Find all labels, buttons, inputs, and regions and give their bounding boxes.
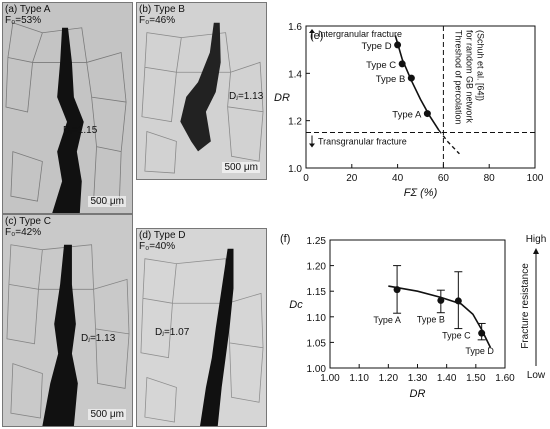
panel-f-label: (f) [280,233,290,245]
micrograph-a-texture [3,3,132,213]
panel-f-point-label: Type D [465,346,494,356]
panel-e-point-label: Type A [392,110,422,121]
panel-f-ytick-label: 1.25 [307,236,327,247]
micrograph-b-scalebar: 500 μm [222,162,260,173]
panel-f-point-label: Type A [373,315,401,325]
panel-e-xtick-label: 0 [303,173,309,184]
panel-e-xlabel: FΣ (%) [404,187,438,199]
panel-f-point [393,286,401,294]
micrograph-d-dc: Dⱼ=1.07 [155,327,190,338]
panel-e-point-label: Type B [376,74,406,85]
panel-e-point [398,60,406,68]
panel-f-ytick-label: 1.05 [307,338,327,349]
panel-f-xtick-label: 1.50 [466,373,486,384]
panel-e-xtick-label: 100 [527,173,544,184]
panel-f-resistance-arrowhead [533,248,539,254]
micrograph-c-scalebar: 500 μm [88,409,126,420]
panel-f-ytick-label: 1.20 [307,262,327,273]
panel-e-point-label: Type C [366,60,396,71]
micrograph-a-dc: Dⱼ=1.15 [63,125,98,136]
panel-e-frame [305,25,536,169]
panel-e-threshold-label: Threshod of percolation [453,30,463,125]
panel-f-low-label: Low [527,370,546,381]
panel-f-ytick-label: 1.00 [307,364,327,375]
micrograph-c-dc: Dⱼ=1.13 [81,333,116,344]
panel-e-xtick-label: 40 [392,173,404,184]
panel-f-point [454,297,462,305]
micrograph-c-title: (c) Type C F₀=42% [5,216,51,238]
micrograph-a-title: (a) Type A F₀=53% [5,4,51,26]
micrograph-type-d: (d) Type D F₀=40% Dⱼ=1.07 [136,228,267,427]
panel-e-xtick-label: 20 [346,173,358,184]
micrograph-a-scalebar: 500 μm [88,196,126,207]
panel-e-ytick-label: 1.6 [288,22,302,33]
panel-e-ylabel: DR [274,92,290,104]
panel-e-point-label: Type D [361,41,391,52]
panel-f-xtick-label: 1.60 [495,373,515,384]
panel-f-high-label: High [526,234,547,245]
panel-e-ytick-label: 1.2 [288,117,302,128]
micrograph-b-texture [137,3,266,179]
panel-f-xtick-label: 1.20 [379,373,399,384]
panel-e-point [407,74,415,82]
micrograph-d-texture [137,229,266,426]
panel-e-threshold-label: for random GB network [464,30,474,124]
panel-e-ytick-label: 1.0 [288,164,302,175]
panel-e-threshold-label: (Schuh et al. [64]) [475,30,485,101]
micrograph-b-title: (b) Type B F₀=46% [139,4,185,26]
panel-e-extrapolated-curve [438,129,460,155]
micrograph-b-dc: Dⱼ=1.13 [229,91,264,102]
panel-f-xtick-label: 1.00 [320,373,340,384]
panel-e-ytick-label: 1.4 [288,69,302,80]
panel-f-point [437,296,445,304]
micrograph-type-b: (b) Type B F₀=46% Dⱼ=1.13 500 μm [136,2,267,180]
panel-e-up-arrowhead [309,29,315,33]
micrograph-type-c: (c) Type C F₀=42% Dⱼ=1.13 500 μm [2,214,133,427]
panel-e-xtick-label: 60 [438,173,450,184]
panel-f-ytick-label: 1.10 [307,313,327,324]
panel-e-xtick-label: 80 [484,173,496,184]
panel-f-ylabel: Dc [289,299,303,311]
panel-e-fit-curve [394,35,440,131]
panel-f-xtick-label: 1.10 [349,373,369,384]
panel-f-point-label: Type B [417,315,445,325]
panel-f-xtick-label: 1.30 [408,373,428,384]
panel-f-resistance-label: Fracture resistance [520,263,531,349]
panel-e-intergranular-label: Intergranular fracture [318,29,402,39]
micrograph-type-a: (a) Type A F₀=53% Dⱼ=1.15 500 μm [2,2,133,214]
panel-e-transgranular-label: Transgranular fracture [318,137,407,147]
panel-f-xlabel: DR [410,388,426,400]
panel-e-point [423,110,431,118]
panel-f-xtick-label: 1.40 [437,373,457,384]
panel-e-down-arrowhead [309,143,315,148]
micrograph-c-texture [3,215,132,426]
panel-f-ytick-label: 1.15 [307,287,327,298]
panel-f-point-label: Type C [442,331,471,341]
panel-e-point [394,41,402,49]
micrograph-d-title: (d) Type D F₀=40% [139,230,186,252]
panel-f-point [478,329,486,337]
